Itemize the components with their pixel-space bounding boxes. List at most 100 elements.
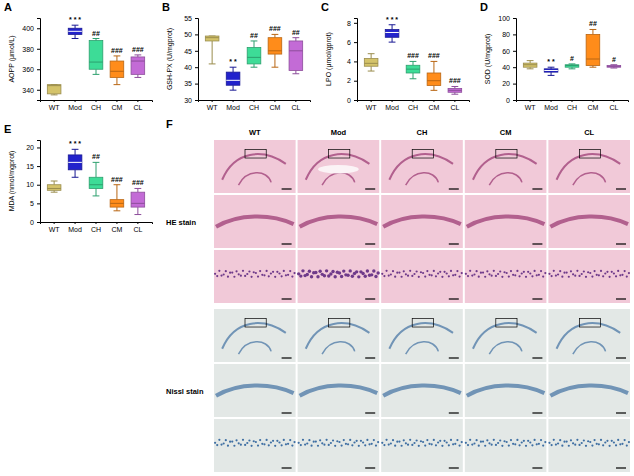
- cell: [227, 276, 229, 278]
- cell: [420, 271, 422, 273]
- tick-mark: [195, 51, 198, 52]
- cell: [435, 275, 437, 277]
- cell: [521, 272, 523, 274]
- cell: [495, 444, 497, 446]
- tick-label: 340: [22, 86, 34, 93]
- cell: [362, 441, 364, 443]
- annotation: ###: [111, 47, 123, 54]
- box-body: [89, 177, 103, 188]
- x-tick: CH: [91, 100, 101, 111]
- tick-mark: [195, 84, 198, 85]
- whisker-cap: [134, 77, 141, 78]
- cell: [216, 275, 218, 277]
- whisker: [75, 34, 76, 38]
- cell: [602, 275, 604, 277]
- scale-bar: [282, 467, 292, 468]
- box-body: [544, 69, 558, 72]
- column-header: WT: [249, 128, 261, 137]
- tick-mark: [37, 185, 40, 186]
- figure: A340360380400WTModCHCMCLAOPP (μmol/L)* *…: [0, 0, 634, 476]
- tick-mark: [116, 222, 117, 224]
- x-tick: Mod: [226, 100, 240, 111]
- cell: [364, 444, 366, 446]
- cell: [242, 270, 244, 272]
- whisker-cap: [527, 60, 534, 61]
- zoom-box: [579, 150, 600, 158]
- cell: [255, 441, 257, 443]
- cell: [390, 442, 392, 444]
- cell: [506, 441, 508, 443]
- annotation: * * *: [386, 16, 398, 23]
- axis-title: SOD (U/mgprot): [484, 34, 492, 85]
- cell: [274, 276, 276, 278]
- x-axis: WTModCHCMCL: [358, 100, 470, 111]
- cell: [576, 439, 578, 441]
- row-label: Nissl stain: [166, 387, 204, 396]
- cell: [351, 444, 353, 446]
- axis-line: [513, 19, 517, 101]
- micrograph: [465, 140, 547, 193]
- cell: [617, 439, 619, 441]
- cell: [283, 439, 285, 441]
- box-body: [110, 61, 124, 77]
- cell: [574, 275, 576, 277]
- cell: [486, 270, 488, 272]
- median: [247, 57, 261, 58]
- cell: [609, 445, 611, 447]
- tissue-layer: [216, 217, 294, 227]
- tick-label: CM: [111, 104, 122, 111]
- cell: [482, 271, 484, 273]
- zoom-box: [245, 150, 266, 158]
- cell: [518, 275, 520, 277]
- cell: [446, 272, 448, 274]
- tick-mark: [195, 34, 198, 35]
- annotation: * *: [229, 58, 237, 65]
- cell: [358, 445, 360, 447]
- cell: [220, 443, 222, 445]
- tick-label: WT: [207, 104, 219, 111]
- median: [289, 50, 303, 51]
- cell: [291, 275, 293, 277]
- annotation: ###: [132, 46, 144, 53]
- cell: [266, 439, 268, 441]
- cell: [302, 439, 304, 441]
- micrograph: [381, 140, 463, 193]
- tick-mark: [513, 84, 516, 85]
- tick-mark: [530, 100, 531, 102]
- cell: [238, 442, 240, 444]
- y-tick: 380: [22, 45, 40, 52]
- cell: [525, 445, 527, 447]
- cell: [413, 273, 415, 275]
- cell: [566, 440, 568, 442]
- micrograph: [548, 309, 630, 362]
- cell: [591, 444, 593, 446]
- cell: [488, 273, 490, 275]
- cell: [375, 444, 377, 446]
- whisker-cap: [590, 29, 597, 30]
- box-body: [427, 73, 441, 86]
- cell: [591, 275, 593, 277]
- micrograph: [548, 195, 630, 248]
- cell: [411, 275, 413, 277]
- tick-label: WT: [49, 104, 61, 111]
- cell: [510, 270, 512, 272]
- whisker-cap: [114, 84, 121, 85]
- image-ground: [465, 419, 547, 472]
- whisker-cap: [569, 68, 576, 69]
- cell: [482, 440, 484, 442]
- micrograph: [381, 195, 463, 248]
- whisker: [116, 77, 117, 84]
- micrograph: [548, 140, 630, 193]
- tick-label: 0: [347, 97, 351, 104]
- tick-label: 0: [30, 219, 34, 226]
- cell: [628, 272, 630, 274]
- whisker-cap: [51, 181, 58, 182]
- column-header: CH: [417, 128, 428, 137]
- cell: [531, 444, 533, 446]
- cell: [533, 270, 535, 272]
- cell: [398, 271, 400, 273]
- cell: [431, 274, 433, 276]
- cell: [385, 270, 387, 272]
- image-ground: [298, 250, 380, 303]
- cell: [371, 443, 373, 445]
